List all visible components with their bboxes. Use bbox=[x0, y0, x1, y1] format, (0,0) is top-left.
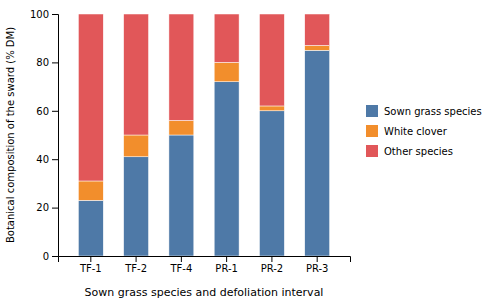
bars bbox=[78, 14, 329, 256]
tick-label: TF-1 bbox=[79, 263, 102, 274]
tick-label: 60 bbox=[36, 106, 49, 117]
bar bbox=[78, 14, 103, 181]
legend-item: Sown grass species bbox=[366, 105, 482, 117]
legend-label: Sown grass species bbox=[384, 106, 482, 117]
legend-label: Other species bbox=[384, 146, 453, 157]
legend: Sown grass species White clover Other spec… bbox=[366, 105, 482, 157]
axis-domain bbox=[59, 257, 351, 263]
bar bbox=[124, 157, 149, 256]
legend-label: White clover bbox=[384, 126, 448, 137]
tick-label: 40 bbox=[36, 154, 49, 165]
bar bbox=[124, 135, 149, 157]
legend-item: White clover bbox=[366, 125, 448, 137]
tick-mark bbox=[181, 256, 182, 262]
tick-mark bbox=[226, 256, 227, 262]
tick-mark bbox=[271, 256, 272, 262]
bar bbox=[169, 14, 194, 120]
legend-swatch bbox=[366, 125, 378, 137]
y-axis-title: Botanical composition of the sward (% DM… bbox=[5, 27, 16, 243]
y-tick: 60 bbox=[36, 106, 58, 117]
x-tick: TF-2 bbox=[124, 256, 147, 274]
axis-domain bbox=[52, 15, 59, 257]
bar bbox=[214, 14, 239, 62]
y-tick: 40 bbox=[36, 154, 58, 165]
chart: TF-1 TF-2 TF-4 PR-1 PR-2 PR-3 0 20 40 60 80 100 Sown… bbox=[0, 0, 500, 306]
y-axis: 0 20 40 60 80 100 bbox=[30, 9, 59, 262]
bar bbox=[78, 181, 103, 200]
tick-mark bbox=[52, 111, 58, 112]
tick-label: PR-3 bbox=[306, 263, 329, 274]
tick-label: TF-2 bbox=[124, 263, 147, 274]
bar bbox=[259, 14, 284, 106]
tick-mark bbox=[90, 256, 91, 262]
x-axis: TF-1 TF-2 TF-4 PR-1 PR-2 PR-3 bbox=[59, 256, 351, 274]
x-tick: PR-1 bbox=[215, 256, 238, 274]
x-tick: PR-2 bbox=[261, 256, 284, 274]
tick-label: PR-1 bbox=[215, 263, 238, 274]
y-tick: 20 bbox=[36, 202, 58, 213]
bar bbox=[78, 200, 103, 256]
bar bbox=[169, 135, 194, 256]
x-tick: TF-4 bbox=[169, 256, 192, 274]
bar bbox=[305, 14, 330, 45]
bar bbox=[124, 14, 149, 135]
tick-label: 0 bbox=[43, 251, 49, 262]
tick-mark bbox=[136, 256, 137, 262]
y-tick: 0 bbox=[43, 251, 58, 262]
legend-item: Other species bbox=[366, 145, 453, 157]
tick-label: PR-2 bbox=[261, 263, 284, 274]
x-tick: PR-3 bbox=[306, 256, 329, 274]
bar-series bbox=[78, 50, 329, 256]
legend-swatch bbox=[366, 145, 378, 157]
tick-label: 80 bbox=[36, 57, 49, 68]
bar bbox=[214, 62, 239, 81]
bar bbox=[169, 120, 194, 135]
tick-mark bbox=[52, 208, 58, 209]
tick-label: 20 bbox=[36, 202, 49, 213]
bar bbox=[305, 50, 330, 256]
bar-series bbox=[78, 14, 329, 181]
bar bbox=[259, 111, 284, 256]
tick-mark bbox=[317, 256, 318, 262]
x-tick: TF-1 bbox=[79, 256, 102, 274]
tick-mark bbox=[52, 14, 58, 15]
bar bbox=[259, 106, 284, 111]
y-tick: 100 bbox=[30, 9, 58, 20]
y-tick: 80 bbox=[36, 57, 58, 68]
bar-series bbox=[78, 45, 329, 200]
bar bbox=[305, 45, 330, 50]
plot: TF-1 TF-2 TF-4 PR-1 PR-2 PR-3 0 20 40 60 80 100 bbox=[30, 9, 351, 274]
tick-mark bbox=[52, 62, 58, 63]
legend-swatch bbox=[366, 105, 378, 117]
tick-mark bbox=[52, 256, 58, 257]
tick-mark bbox=[52, 159, 58, 160]
tick-label: 100 bbox=[30, 9, 49, 20]
tick-label: TF-4 bbox=[169, 263, 192, 274]
x-axis-title: Sown grass species and defoliation inter… bbox=[85, 286, 324, 299]
bar bbox=[214, 82, 239, 256]
